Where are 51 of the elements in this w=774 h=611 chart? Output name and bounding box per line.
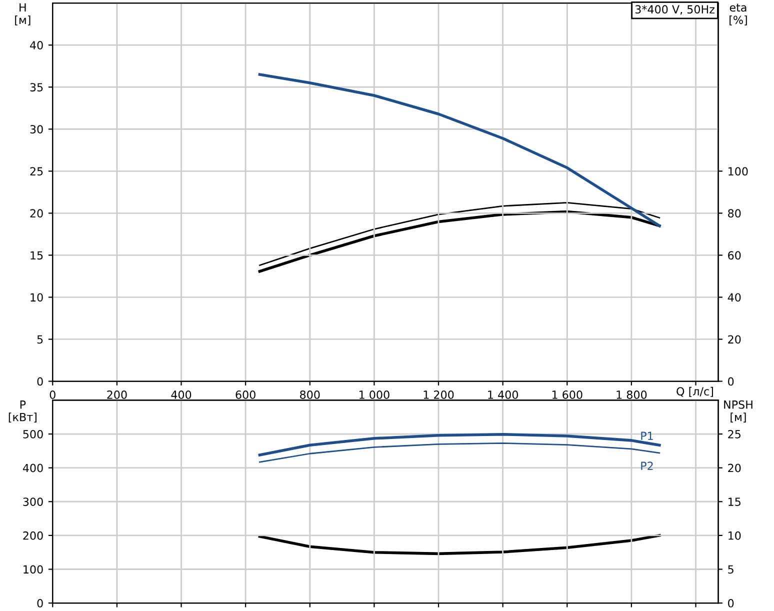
- x-axis-title: Q [л/с]: [676, 386, 713, 397]
- y2-tick-label: 5: [728, 565, 734, 574]
- y2-tick-label: 0: [728, 377, 734, 386]
- line-series: [258, 534, 661, 556]
- y-tick-label: 25: [30, 167, 43, 176]
- x-tick-label: 800: [300, 390, 320, 399]
- y-tick-label: 5: [37, 335, 43, 344]
- y2-tick-label: 100: [728, 167, 748, 176]
- y-tick-label: 500: [23, 430, 43, 438]
- y2-tick-label: 60: [728, 251, 741, 260]
- y2-tick-label: 20: [728, 335, 741, 344]
- y2-tick-label: 40: [728, 293, 741, 302]
- y2-tick-label: 15: [728, 498, 740, 506]
- chart-title: 3*400 V, 50Hz: [635, 5, 714, 15]
- y2-axis-title: NPSH [м]: [724, 400, 752, 423]
- y-axis-title: H [м]: [15, 3, 30, 26]
- y-tick-label: 200: [23, 531, 43, 540]
- x-tick-label: 600: [236, 390, 256, 399]
- y-tick-label: 35: [30, 83, 43, 92]
- line-series: [258, 73, 661, 228]
- x-tick-label: 400: [171, 390, 192, 399]
- y-tick-label: 100: [24, 565, 43, 574]
- y2-tick-label: 10: [728, 531, 741, 540]
- y-tick-label: 10: [30, 293, 43, 302]
- x-tick-label: 1 000: [360, 390, 390, 399]
- y-tick-label: 400: [22, 464, 43, 472]
- y-tick-label: 30: [30, 125, 43, 134]
- y2-tick-label: 80: [728, 209, 741, 218]
- y2-tick-label: 25: [728, 430, 740, 438]
- line-series: [259, 202, 660, 266]
- y-tick-label: 0: [37, 599, 43, 608]
- line-series: [258, 210, 661, 273]
- y-tick-label: 40: [30, 41, 43, 50]
- y-tick-label: 300: [23, 498, 43, 506]
- x-tick-label: 0: [50, 390, 56, 399]
- x-tick-label: 1 600: [552, 390, 582, 399]
- y-tick-label: 15: [30, 251, 43, 260]
- y-tick-label: 20: [30, 209, 43, 218]
- x-tick-label: 1 200: [424, 390, 454, 399]
- x-tick-label: 1 400: [488, 390, 518, 399]
- x-tick-label: 200: [107, 390, 127, 399]
- y-axis-title: P [кВт]: [8, 400, 36, 423]
- y2-tick-label: 0: [728, 599, 734, 608]
- series-label: P1: [641, 432, 653, 440]
- series-label: P2: [641, 462, 653, 470]
- y2-tick-label: 20: [728, 464, 741, 472]
- y-tick-label: 0: [37, 377, 43, 386]
- line-series: [258, 432, 661, 456]
- x-tick-label: 1 800: [616, 390, 647, 399]
- y2-axis-title: eta [%]: [730, 4, 747, 26]
- line-series: [259, 442, 660, 463]
